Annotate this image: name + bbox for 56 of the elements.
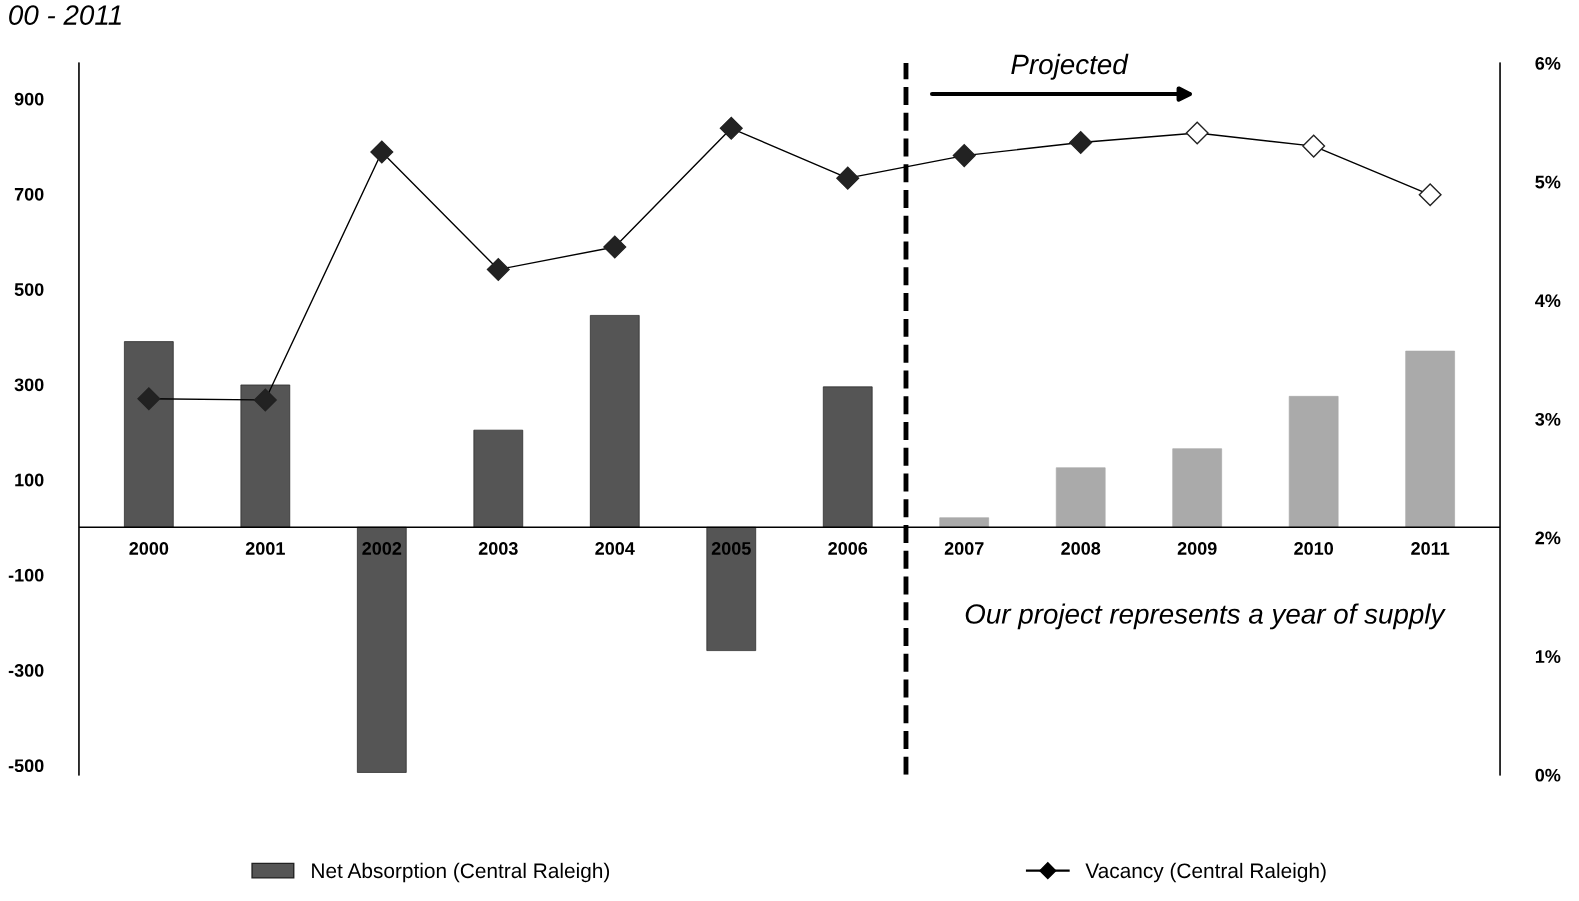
point xyxy=(836,166,860,190)
point xyxy=(1302,134,1326,158)
point xyxy=(1185,121,1209,145)
point xyxy=(370,140,394,164)
bar xyxy=(589,315,640,528)
bar xyxy=(240,384,291,528)
legend-label: Vacancy (Central Raleigh) xyxy=(1085,862,1326,883)
bar xyxy=(124,341,174,528)
point xyxy=(253,388,277,412)
point xyxy=(1069,131,1093,155)
x-tick-label: 2002 xyxy=(362,542,402,555)
bar xyxy=(473,429,524,528)
x-tick-label: 2004 xyxy=(595,542,635,555)
legend-label: Net Absorption (Central Raleigh) xyxy=(312,862,610,883)
y-tick-label: -300 xyxy=(8,664,44,677)
x-tick-label: 2010 xyxy=(1294,542,1334,555)
x-tick-label: 2009 xyxy=(1177,542,1217,555)
x-tick-label: 2006 xyxy=(828,542,868,555)
y2-tick-label: 5% xyxy=(1535,175,1561,189)
bar xyxy=(706,526,757,651)
point xyxy=(1418,183,1442,207)
bar xyxy=(357,526,407,773)
y2-tick-label: 6% xyxy=(1535,57,1561,70)
y2-tick-label: 1% xyxy=(1535,650,1561,663)
x-tick-label: 2011 xyxy=(1411,542,1450,555)
point xyxy=(603,235,627,259)
bar xyxy=(939,517,990,528)
y2-tick-label: 2% xyxy=(1535,531,1561,545)
y2-tick-label: 0% xyxy=(1535,768,1561,782)
x-tick-label: 2001 xyxy=(245,542,285,555)
x-tick-label: 2005 xyxy=(711,542,751,555)
y-tick-label: 100 xyxy=(15,473,44,487)
annotation: Our project represents a year of supply xyxy=(965,603,1446,630)
bar xyxy=(1405,350,1455,528)
y-tick-label: -500 xyxy=(8,759,44,773)
bar xyxy=(1055,467,1106,528)
y2-tick-label: 3% xyxy=(1535,412,1561,426)
bar xyxy=(1172,448,1222,528)
x-tick-label: 2008 xyxy=(1061,542,1101,555)
point xyxy=(137,387,161,411)
y-tick-label: -100 xyxy=(8,568,44,582)
y2-tick-label: 4% xyxy=(1535,294,1561,308)
point xyxy=(719,116,743,140)
point xyxy=(952,144,976,168)
chart-title: 00 - 2011 xyxy=(9,5,121,25)
y-tick-label: 500 xyxy=(14,283,44,296)
y-tick-label: 700 xyxy=(14,187,44,201)
x-tick-label: 2003 xyxy=(478,542,518,555)
y-tick-label: 300 xyxy=(14,378,44,392)
bar xyxy=(822,386,873,528)
x-tick-label: 2000 xyxy=(129,542,169,555)
x-tick-label: 2007 xyxy=(944,542,984,555)
bar xyxy=(1288,396,1339,528)
annotation: Projected xyxy=(1011,53,1129,80)
y-tick-label: 900 xyxy=(14,92,44,106)
point xyxy=(486,257,510,281)
